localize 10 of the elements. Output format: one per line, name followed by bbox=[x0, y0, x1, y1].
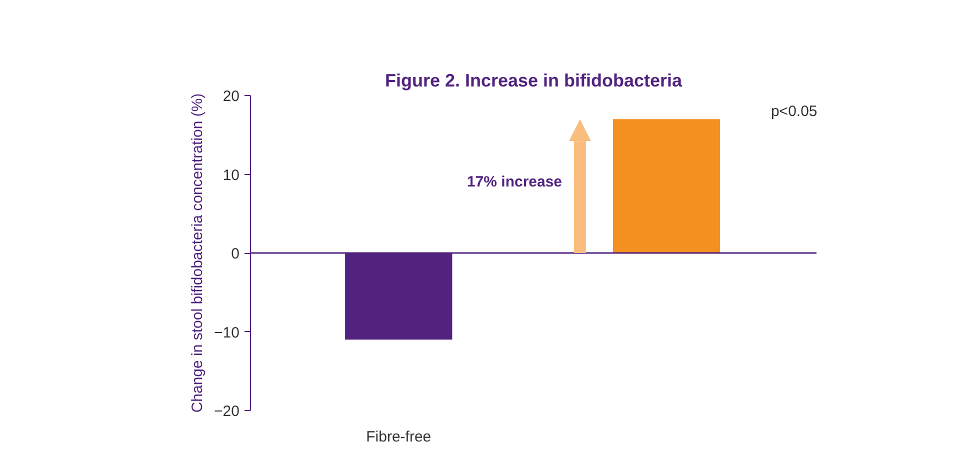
y-tick-label: −20 bbox=[214, 403, 240, 420]
y-tick-label: 20 bbox=[222, 88, 240, 105]
x-tick-label: Fibre-free bbox=[366, 428, 432, 446]
chart-title: Figure 2. Increase in bifidobacteria bbox=[384, 70, 684, 90]
y-tick-label: 10 bbox=[222, 166, 240, 184]
y-tick-label: 0 bbox=[231, 246, 240, 262]
annotation: 17% increase bbox=[466, 174, 562, 191]
y-tick-label: −10 bbox=[214, 324, 240, 342]
y-axis-title: Change in stool bifidobacteria concentration (%) bbox=[189, 93, 206, 413]
annotation: p<0.05 bbox=[770, 102, 818, 120]
